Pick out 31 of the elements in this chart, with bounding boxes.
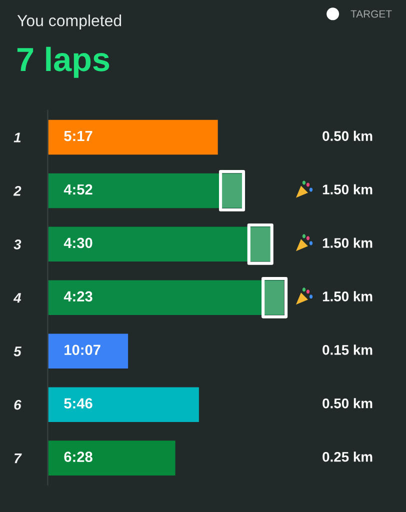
text: 0.50 km [322, 130, 372, 141]
text: 1.50 km [322, 184, 372, 194]
bar [48, 280, 284, 316]
y-tick-label: 6 [14, 400, 22, 410]
annotation: 4:52 [64, 184, 92, 195]
y-tick-label: 5 [14, 346, 22, 356]
y-tick-label: 1 [14, 132, 21, 142]
legend-label: TARGET [350, 10, 392, 18]
annotation: 5:46 [64, 398, 92, 409]
annotation: 4:23 [64, 291, 92, 302]
text: 1.50 km [322, 291, 372, 302]
text: 1.50 km [322, 238, 372, 248]
y-tick-label: 4 [13, 293, 22, 303]
bar [48, 440, 176, 476]
bar [48, 173, 244, 208]
bar [48, 120, 218, 155]
y-tick-label: 2 [13, 186, 22, 196]
text: 0.25 km [322, 452, 372, 462]
text: 0.15 km [322, 344, 372, 355]
annotation: 4:30 [64, 238, 92, 248]
annotation: 6:28 [64, 452, 92, 462]
annotation: 10:07 [64, 344, 100, 356]
annotation: 5:17 [64, 130, 92, 142]
chart-title: You completed [17, 14, 122, 30]
text: 0.50 km [322, 398, 372, 408]
y-tick-label: 7 [14, 454, 22, 464]
bar [48, 226, 272, 262]
y-tick-label: 3 [14, 240, 22, 250]
bar [48, 334, 128, 368]
chart-subtitle: 7 laps [17, 46, 110, 78]
bar [48, 387, 199, 422]
